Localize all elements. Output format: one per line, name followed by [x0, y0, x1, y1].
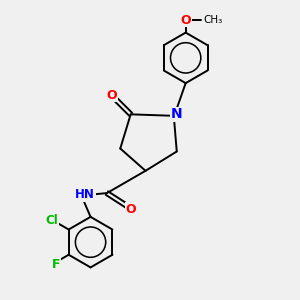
Text: F: F	[52, 258, 61, 271]
Text: N: N	[170, 107, 182, 121]
Text: HN: HN	[75, 188, 95, 201]
Text: Cl: Cl	[45, 214, 58, 227]
Text: O: O	[125, 203, 136, 216]
Text: O: O	[180, 14, 191, 27]
Text: CH₃: CH₃	[203, 15, 223, 25]
Text: O: O	[106, 88, 117, 101]
